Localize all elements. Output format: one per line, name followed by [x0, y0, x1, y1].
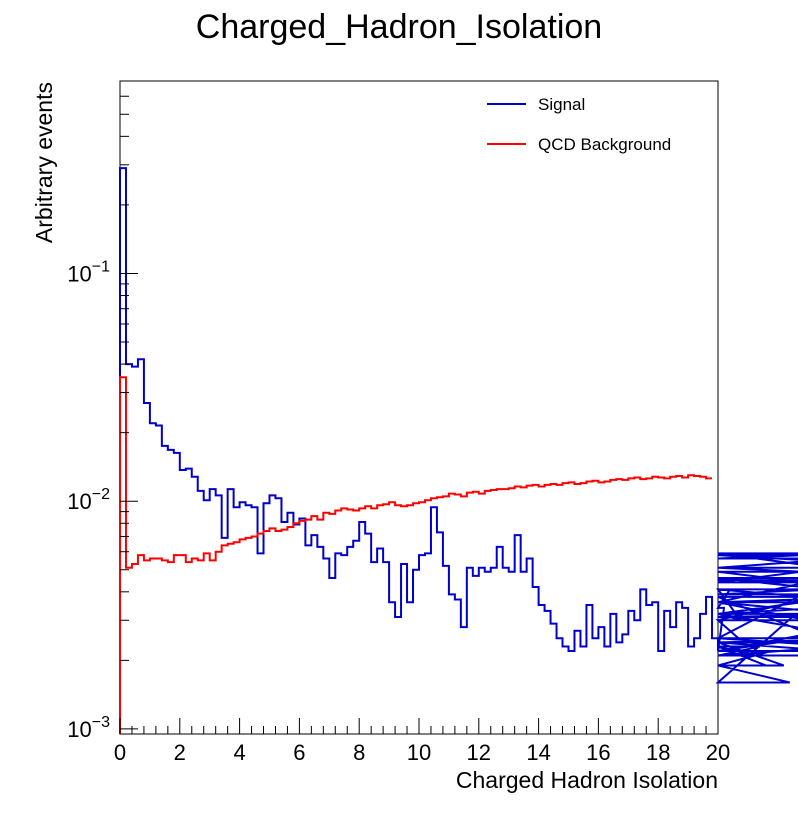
plot-frame — [119, 80, 719, 735]
legend-label-0: Signal — [538, 95, 585, 114]
chart-title: Charged_Hadron_Isolation — [196, 8, 602, 46]
series-line-1 — [119, 376, 713, 734]
y-axis: 10−3 10−2 10−1 — [67, 95, 138, 742]
x-tick-label: 8 — [353, 740, 365, 765]
y-tick-label: 10−1 — [67, 258, 110, 286]
legend: Signal QCD Background — [487, 95, 671, 154]
x-axis-label: Charged Hadron Isolation — [456, 767, 718, 793]
x-tick-label: 12 — [467, 740, 491, 765]
x-tick-label: 20 — [706, 740, 730, 765]
x-tick-label: 0 — [114, 740, 126, 765]
series-line-0 — [119, 167, 798, 734]
x-tick-label: 14 — [526, 740, 550, 765]
x-tick-label: 6 — [293, 740, 305, 765]
x-axis: 0 2 4 6 8 10 12 14 16 18 20 — [114, 718, 730, 765]
y-tick-label: 10−3 — [67, 714, 110, 742]
x-tick-label: 18 — [646, 740, 670, 765]
x-tick-label: 10 — [407, 740, 431, 765]
x-tick-label: 2 — [174, 740, 186, 765]
y-tick-label: 10−2 — [67, 486, 110, 514]
legend-label-1: QCD Background — [538, 135, 671, 154]
series-layer — [119, 167, 798, 734]
x-tick-label: 4 — [233, 740, 245, 765]
y-axis-label: Arbitrary events — [31, 82, 57, 243]
x-tick-label: 16 — [586, 740, 610, 765]
